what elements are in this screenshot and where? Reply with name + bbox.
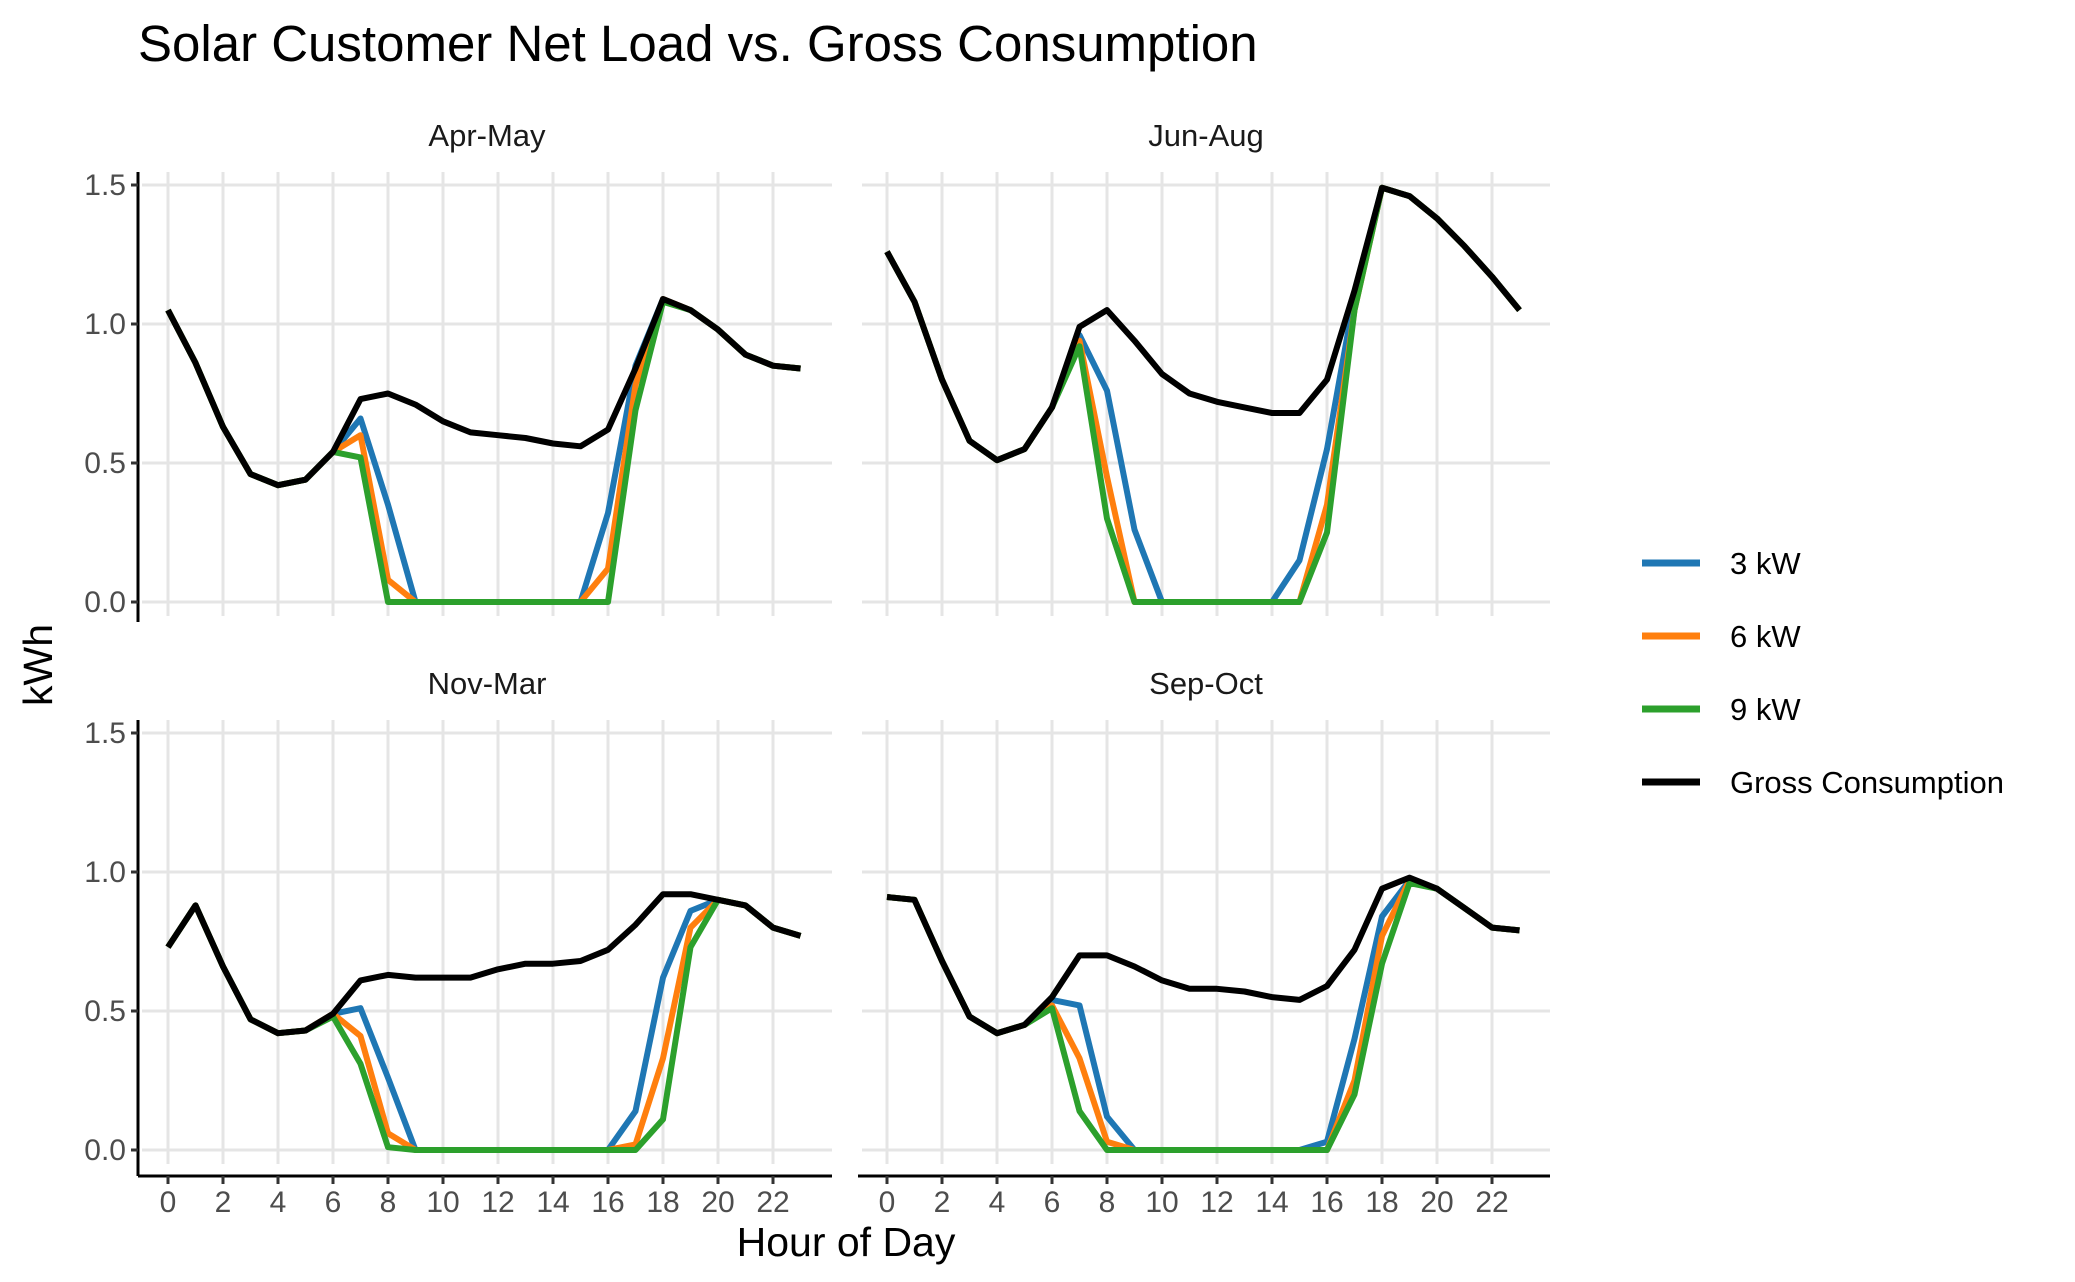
panel-title: Nov-Mar xyxy=(428,666,547,701)
panel-jun-aug: Jun-Aug xyxy=(862,118,1550,616)
x-tick-label: 2 xyxy=(215,1186,232,1219)
x-tick-label: 8 xyxy=(1099,1186,1116,1219)
x-tick-label: 8 xyxy=(380,1186,397,1219)
legend-label: Gross Consumption xyxy=(1730,765,2004,800)
series-line-gross-consumption xyxy=(165,296,801,489)
y-tick-label: 1.5 xyxy=(84,717,126,750)
chart-title: Solar Customer Net Load vs. Gross Consum… xyxy=(138,15,1258,72)
series-line-9-kw xyxy=(886,880,1520,1153)
gridlines xyxy=(862,720,1550,1164)
x-tick-label: 14 xyxy=(536,1186,569,1219)
y-tick-label: 1.5 xyxy=(84,169,126,202)
axes-layer: 0.0 0.5 1.0 1.5 0.0 0.5 1.0 1.5 0 2 4 6 8 10 12 14 16 18 2… xyxy=(84,169,1550,1219)
x-tick-label: 12 xyxy=(481,1186,514,1219)
x-tick-label: 10 xyxy=(1145,1186,1178,1219)
panels-layer: Apr-May Jun-Aug Nov-Mar Sep-Oct xyxy=(142,118,1550,1164)
y-tick-label: 0.5 xyxy=(84,447,126,480)
legend-item-6-kw: 6 kW xyxy=(1642,619,1801,654)
x-tick-label: 20 xyxy=(701,1186,734,1219)
series-line-6-kw xyxy=(165,296,801,605)
x-tick-label: 18 xyxy=(646,1186,679,1219)
series-line-gross-consumption xyxy=(884,184,1522,464)
x-tick-label: 14 xyxy=(1255,1186,1288,1219)
y-axis-title: kWh xyxy=(15,624,61,706)
gridlines xyxy=(142,720,832,1164)
panel-nov-mar: Nov-Mar xyxy=(142,666,832,1164)
legend-item-gross-consumption: Gross Consumption xyxy=(1642,765,2004,800)
x-tick-label: 4 xyxy=(989,1186,1006,1219)
gridlines xyxy=(142,172,832,616)
series-line-3-kw xyxy=(886,877,1520,1153)
x-tick-label: 22 xyxy=(756,1186,789,1219)
x-tick-label: 2 xyxy=(934,1186,951,1219)
x-tick-label: 12 xyxy=(1200,1186,1233,1219)
x-tick-label: 18 xyxy=(1365,1186,1398,1219)
legend: 3 kW 6 kW 9 kW Gross Consumption xyxy=(1642,546,2004,800)
x-tick-label: 6 xyxy=(1044,1186,1061,1219)
y-tick-label: 0.0 xyxy=(84,1134,126,1167)
legend-label: 6 kW xyxy=(1730,619,1801,654)
x-tick-label: 6 xyxy=(325,1186,342,1219)
y-tick-label: 0.0 xyxy=(84,586,126,619)
x-tick-label: 22 xyxy=(1475,1186,1508,1219)
y-tick-label: 0.5 xyxy=(84,995,126,1028)
legend-label: 9 kW xyxy=(1730,692,1801,727)
panel-title: Apr-May xyxy=(428,118,546,153)
y-tick-label: 1.0 xyxy=(84,856,126,889)
y-tick-label: 1.0 xyxy=(84,308,126,341)
panel-title: Jun-Aug xyxy=(1148,118,1263,153)
x-tick-label: 4 xyxy=(270,1186,287,1219)
series-line-gross-consumption xyxy=(165,891,802,1037)
x-tick-label: 16 xyxy=(591,1186,624,1219)
legend-item-3-kw: 3 kW xyxy=(1642,546,1801,581)
series-line-3-kw xyxy=(165,296,801,605)
gridlines xyxy=(862,172,1550,616)
series-line-gross-consumption xyxy=(886,874,1520,1037)
x-tick-label: 10 xyxy=(426,1186,459,1219)
x-tick-label: 0 xyxy=(879,1186,896,1219)
x-tick-label: 0 xyxy=(160,1186,177,1219)
panel-apr-may: Apr-May xyxy=(142,118,832,616)
x-tick-label: 16 xyxy=(1310,1186,1343,1219)
series-line-9-kw xyxy=(165,298,801,605)
series-line-6-kw xyxy=(886,877,1520,1153)
panel-sep-oct: Sep-Oct xyxy=(862,666,1550,1164)
panel-title: Sep-Oct xyxy=(1149,666,1263,701)
x-tick-label: 20 xyxy=(1420,1186,1453,1219)
legend-label: 3 kW xyxy=(1730,546,1801,581)
x-axis-title: Hour of Day xyxy=(737,1219,956,1265)
legend-item-9-kw: 9 kW xyxy=(1642,692,1801,727)
